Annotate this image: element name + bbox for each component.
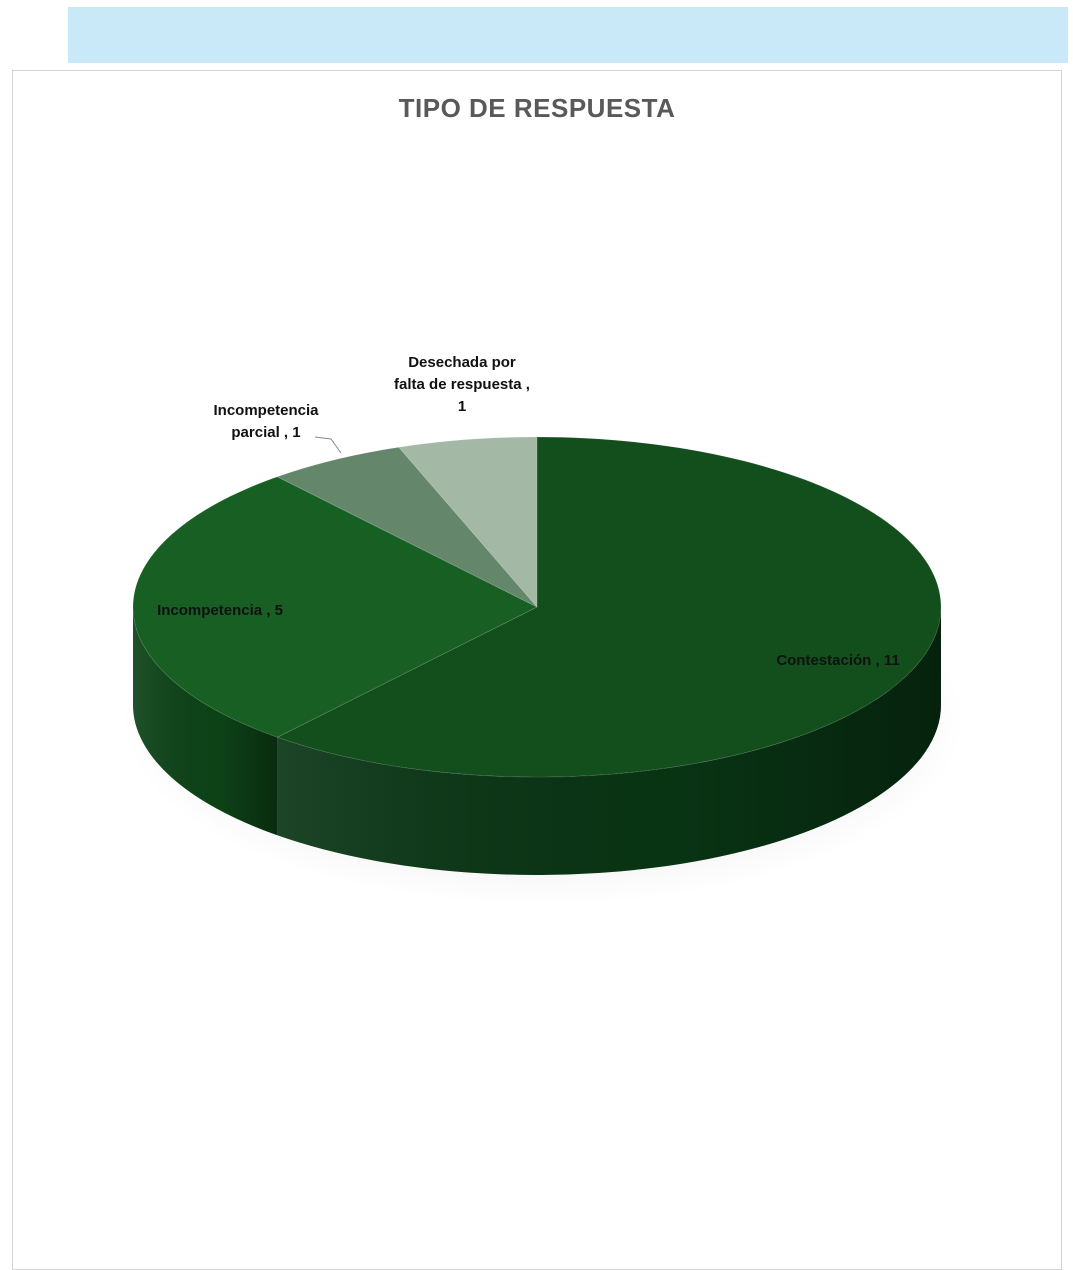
data-label-incompetencia: Incompetencia , 5 — [157, 602, 283, 619]
data-label-line: Incompetencia — [213, 402, 319, 419]
pie-slice-contestación — [276, 436, 942, 778]
pie-side-incompetencia-shade — [133, 607, 278, 836]
leader-line — [314, 436, 342, 454]
data-label-desechada-por-falta-de-respuesta: Desechada por falta de respuesta , 1 — [394, 354, 530, 415]
chart-title: TIPO DE RESPUESTA — [398, 93, 676, 123]
data-label-line: parcial , 1 — [231, 424, 300, 441]
pie-slice-incompetencia — [132, 476, 538, 738]
data-label-line: Contestación , 11 — [776, 652, 899, 669]
data-label-line: Incompetencia , 5 — [157, 602, 283, 619]
pie-chart: Contestación , 11 Incompetencia , 5 Incomp… — [121, 354, 965, 905]
data-label-line: falta de respuesta , — [394, 376, 530, 393]
header-band — [68, 7, 1068, 63]
pie-side-contestación-shade — [277, 607, 941, 875]
data-label-line: Desechada por — [408, 354, 516, 371]
chart-frame: TIPO DE RESPUESTA Contestación , 11 Incom… — [12, 70, 1062, 1270]
data-label-contestación: Contestación , 11 — [776, 652, 899, 669]
pie-slice-incompetencia-parcial — [276, 446, 538, 608]
data-label-line: 1 — [458, 398, 466, 415]
pie-slice-desechada-por-falta-de-respuesta — [398, 436, 538, 609]
data-label-incompetencia-parcial: Incompetencia parcial , 1 — [213, 402, 319, 441]
